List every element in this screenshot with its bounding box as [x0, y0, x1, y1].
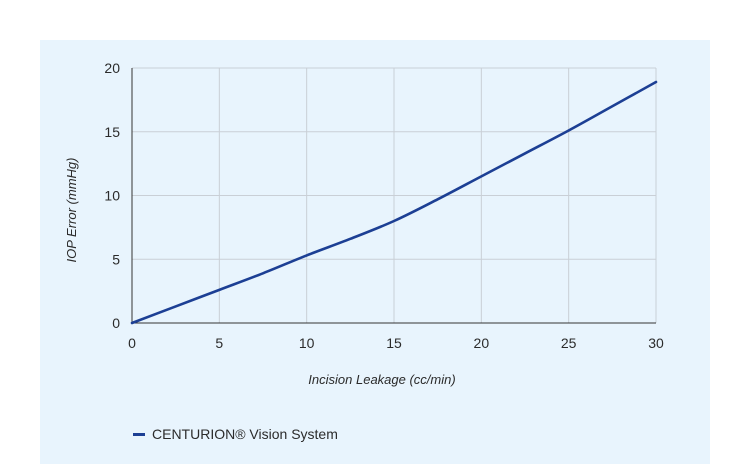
axes [131, 68, 656, 324]
y-tick-label: 20 [104, 60, 120, 76]
series-line [130, 80, 658, 325]
x-tick-label: 25 [561, 335, 577, 351]
y-tick-label: 10 [104, 188, 120, 204]
x-tick-label: 0 [128, 335, 136, 351]
x-tick-label: 15 [386, 335, 402, 351]
x-axis-title: Incision Leakage (cc/min) [308, 372, 455, 387]
x-tick-label: 20 [474, 335, 490, 351]
x-tick-label: 10 [299, 335, 315, 351]
legend: CENTURION® Vision System [133, 426, 338, 442]
chart-panel [40, 40, 710, 464]
series-lines [130, 80, 658, 325]
y-axis-title: IOP Error (mmHg) [64, 158, 79, 263]
x-tick-labels: 0 5 10 15 20 25 30 [128, 335, 664, 351]
y-tick-label: 5 [112, 251, 120, 267]
y-tick-labels: 0 5 10 15 20 [104, 60, 120, 331]
legend-swatch [133, 432, 145, 436]
x-tick-label: 30 [648, 335, 664, 351]
x-tick-label: 5 [215, 335, 223, 351]
grid-lines [132, 67, 657, 323]
y-tick-label: 0 [112, 315, 120, 331]
legend-label: CENTURION® Vision System [152, 426, 338, 442]
y-tick-label: 15 [104, 124, 120, 140]
